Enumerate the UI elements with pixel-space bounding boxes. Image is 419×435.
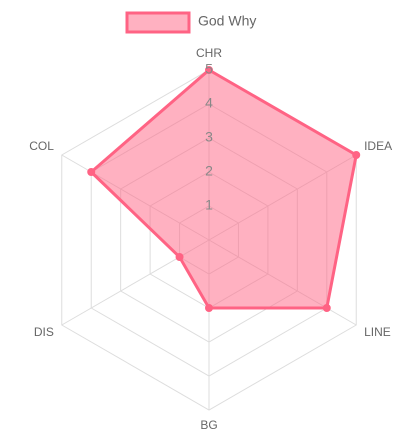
radar-area — [88, 68, 358, 310]
r-tick-label: 3 — [205, 129, 213, 145]
axis-label: CHR — [196, 46, 222, 60]
radar-point — [322, 304, 331, 312]
radar-point — [175, 253, 184, 261]
axis-label: DIS — [34, 325, 54, 339]
axis-label: IDEA — [364, 139, 392, 153]
legend-item: God Why — [125, 11, 256, 34]
radar-point — [205, 304, 213, 312]
r-tick-label: 5 — [205, 61, 213, 77]
axis-label: BG — [200, 418, 217, 432]
r-tick-label: 2 — [205, 163, 213, 179]
radar-point — [352, 151, 361, 159]
axis-label: COL — [29, 139, 54, 153]
r-tick-label: 4 — [205, 95, 213, 111]
legend-label: God Why — [198, 13, 256, 29]
r-tick-label: 1 — [205, 197, 213, 213]
radar-point — [205, 66, 213, 74]
legend-swatch — [125, 11, 191, 34]
axis-label: LINE — [364, 325, 391, 339]
radar-point — [87, 168, 96, 176]
